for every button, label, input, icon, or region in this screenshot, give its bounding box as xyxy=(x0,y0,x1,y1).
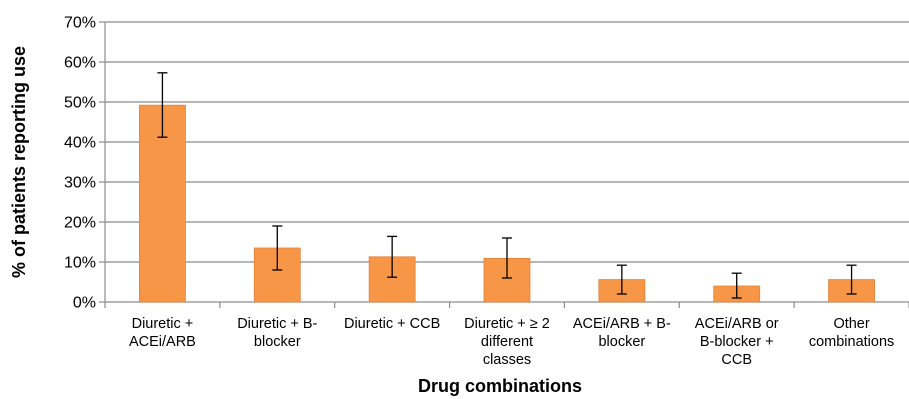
x-category-label: ACEi/ARB or B-blocker + CCB xyxy=(695,316,779,368)
x-category-label: Diuretic + ≥ 2 different classes xyxy=(464,316,550,368)
bars xyxy=(139,104,875,303)
y-tick-label: 70% xyxy=(64,15,96,32)
x-category-label: Diuretic + ACEi/ARB xyxy=(129,316,196,350)
x-category-label: ACEi/ARB + B-blocker xyxy=(573,316,671,350)
y-tick-label: 30% xyxy=(64,175,96,192)
y-axis-title: % of patients reporting use xyxy=(9,46,29,278)
y-tick-label: 60% xyxy=(64,55,96,72)
x-category-label: Other combinations xyxy=(809,316,894,350)
gridlines xyxy=(99,21,909,308)
y-tick-label: 40% xyxy=(64,135,96,152)
y-tick-label: 10% xyxy=(64,255,96,272)
x-category-label: Diuretic + B-blocker xyxy=(237,316,317,350)
y-tick-label: 20% xyxy=(64,215,96,232)
y-tick-label: 50% xyxy=(64,95,96,112)
x-axis-title: Drug combinations xyxy=(418,376,582,396)
x-category-labels: Diuretic + ACEi/ARB Diuretic + B-blocker Di… xyxy=(129,316,894,368)
bar xyxy=(139,104,186,303)
y-tick-labels: 0% 10% 20% 30% 40% 50% 60% 70% xyxy=(64,15,96,312)
error-bars xyxy=(157,72,857,299)
x-category-label: Diuretic + CCB xyxy=(344,316,440,332)
y-tick-label: 0% xyxy=(73,295,96,312)
